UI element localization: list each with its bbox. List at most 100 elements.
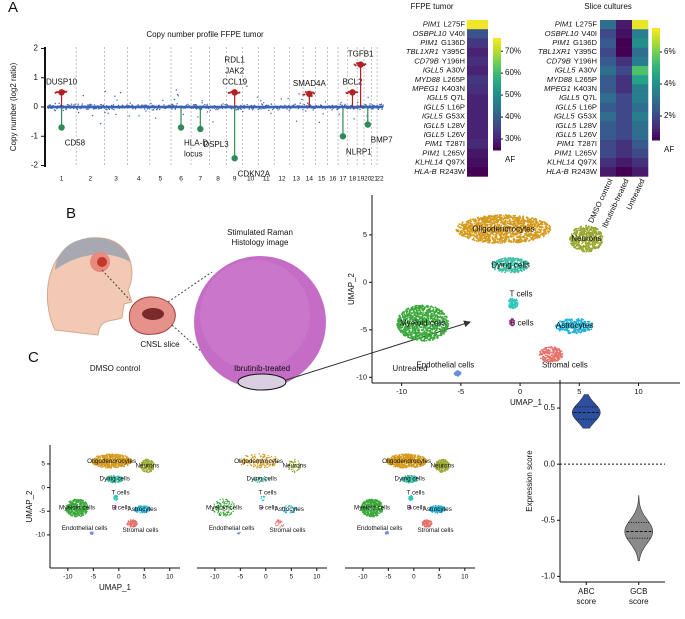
cell <box>510 271 512 274</box>
cell <box>503 232 506 235</box>
cell <box>496 221 499 224</box>
cell <box>447 323 450 325</box>
cell <box>464 235 467 238</box>
cell <box>492 219 495 221</box>
cell <box>517 241 520 244</box>
heatmap-cell <box>632 102 649 113</box>
probe <box>231 108 233 110</box>
cell <box>423 338 426 341</box>
row-label: OSBPL10 V40I <box>545 29 597 38</box>
cell <box>420 313 423 316</box>
cell <box>518 215 521 218</box>
cell <box>501 220 504 223</box>
cell <box>475 219 478 222</box>
cluster-label: T cells <box>509 289 532 298</box>
cell <box>434 333 437 336</box>
gene: HLA-B <box>546 167 568 176</box>
cell <box>505 217 507 219</box>
cell <box>567 330 570 333</box>
heatmap-cell <box>616 66 633 76</box>
cell <box>501 241 504 243</box>
heatmap-cell <box>616 29 633 39</box>
cell <box>485 239 488 242</box>
probe <box>97 108 100 110</box>
cell <box>517 236 520 239</box>
chromosome-label: 7 <box>199 176 203 183</box>
x-tick-label: 10 <box>634 387 642 396</box>
cell <box>457 225 459 227</box>
cell <box>462 233 465 236</box>
cell <box>486 230 489 233</box>
mutation: R243W <box>440 167 466 176</box>
heatmap-title: Slice cultures <box>584 2 632 11</box>
mutation: L265V <box>575 148 598 157</box>
probe <box>90 104 93 106</box>
cell <box>517 221 520 223</box>
probe <box>150 102 152 105</box>
gene: KLHL14 <box>547 158 574 167</box>
cell <box>441 332 443 335</box>
row-label: IGLL5 Q7L <box>559 93 597 102</box>
colorbar-step <box>652 61 660 65</box>
chromosome-label: 9 <box>233 176 237 183</box>
probe <box>298 93 300 95</box>
probe <box>293 104 295 106</box>
cell <box>560 356 563 359</box>
probe <box>280 98 283 100</box>
cell <box>461 222 464 224</box>
cell <box>513 306 516 309</box>
cell <box>504 214 507 216</box>
x-axis-label: UMAP_1 <box>510 398 543 407</box>
row-label: TBL1XR1 Y395C <box>538 47 598 56</box>
cell <box>585 224 588 227</box>
chromosome-label: 19 <box>357 176 365 183</box>
cell <box>408 327 411 330</box>
colorbar-tick-label: 50% <box>505 90 521 99</box>
heatmap-cell <box>467 139 488 150</box>
gene: IGLL5 <box>424 102 445 111</box>
row-label: IGLL5 G53X <box>554 112 597 121</box>
cell <box>430 314 432 316</box>
gene: PIM1 <box>420 38 438 47</box>
panel-label: A <box>8 0 18 16</box>
chromosome-label: 11 <box>263 176 270 183</box>
cell <box>487 216 490 219</box>
cell <box>588 243 590 246</box>
cell <box>408 329 411 332</box>
probe <box>301 98 303 101</box>
cell <box>539 234 541 237</box>
probe <box>336 108 338 111</box>
probe <box>224 103 226 106</box>
colorbar-tick-label: 6% <box>664 47 676 56</box>
gene: MPEG1 <box>412 84 439 93</box>
cell <box>485 228 488 231</box>
cell <box>422 309 425 312</box>
heatmap-cell <box>632 112 649 122</box>
cell <box>491 222 494 225</box>
cell <box>413 338 415 341</box>
cell <box>532 238 535 241</box>
cell <box>480 221 483 224</box>
cell <box>561 353 564 355</box>
cell <box>515 299 518 301</box>
cell <box>508 304 511 307</box>
cell <box>546 349 549 352</box>
cell <box>546 223 549 226</box>
y-axis-label: UMAP_2 <box>347 272 356 305</box>
cell <box>593 246 595 249</box>
cell <box>478 227 480 230</box>
cell <box>489 233 492 235</box>
cell <box>532 220 534 223</box>
cell <box>429 335 432 338</box>
cell <box>511 220 513 223</box>
row-label: MYD88 L265P <box>547 75 597 84</box>
cell <box>590 249 593 252</box>
cell <box>538 225 541 228</box>
cell <box>477 237 480 240</box>
cluster-label: Stromal cells <box>542 361 588 370</box>
probe <box>88 104 91 106</box>
cell <box>537 234 540 236</box>
cell <box>430 332 433 335</box>
cell <box>435 329 438 332</box>
